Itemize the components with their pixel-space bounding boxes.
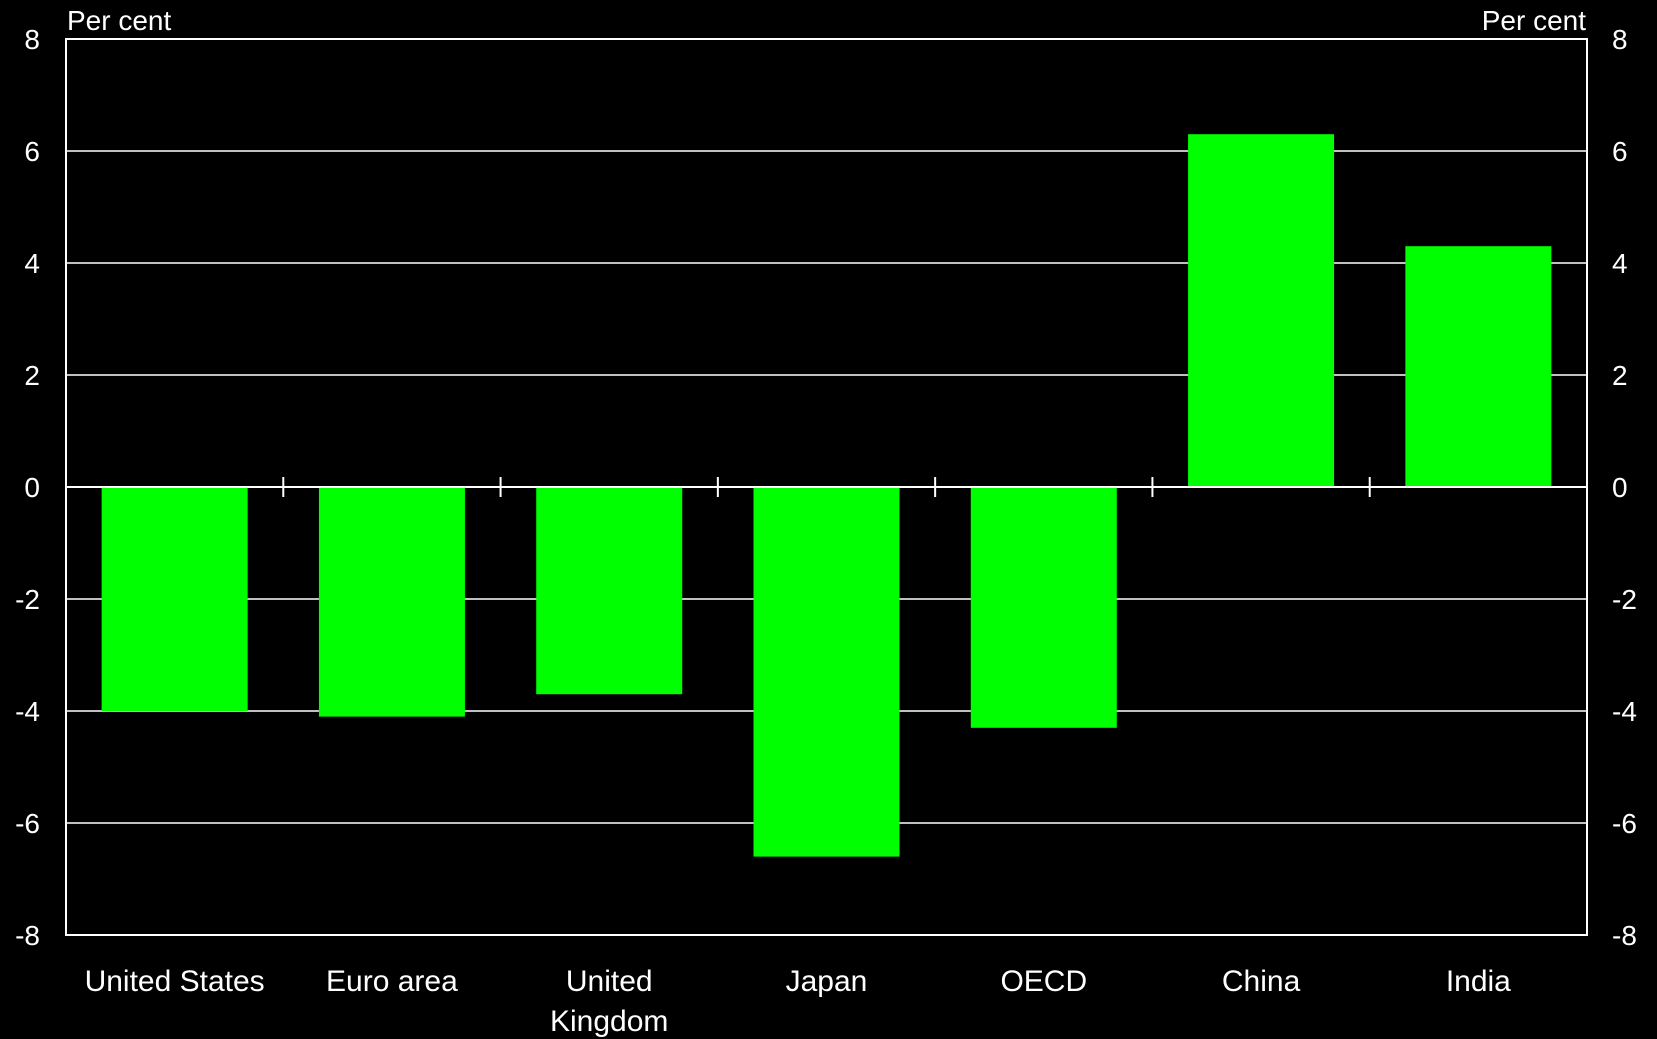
axes — [65, 38, 1588, 936]
y-tick-label-right: -8 — [1612, 920, 1637, 951]
y-axis-unit-left: Per cent — [67, 5, 171, 36]
x-category-label: India — [1446, 965, 1511, 998]
x-category-label: United Kingdom — [550, 965, 668, 1038]
bars — [101, 134, 1552, 857]
x-category-label-line: United — [566, 965, 653, 998]
x-axis-ticks — [282, 477, 1371, 497]
y-tick-label-left: 2 — [24, 360, 40, 391]
bar — [753, 487, 900, 857]
x-category-label-line: Japan — [786, 965, 868, 998]
y-tick-label-right: 2 — [1612, 360, 1628, 391]
x-category-label-line: Kingdom — [550, 1005, 668, 1038]
y-tick-label-left: -6 — [15, 808, 40, 839]
x-category-label-line: China — [1222, 965, 1301, 998]
y-tick-label-right: -4 — [1612, 696, 1637, 727]
y-tick-label-left: 4 — [24, 248, 40, 279]
y-tick-label-right: 6 — [1612, 136, 1628, 167]
bar — [1405, 246, 1552, 487]
x-category-label-line: India — [1446, 965, 1511, 998]
bar — [970, 487, 1117, 728]
y-tick-label-left: -4 — [15, 696, 40, 727]
x-category-label-line: United States — [85, 965, 265, 998]
y-tick-label-left: -8 — [15, 920, 40, 951]
bar — [536, 487, 683, 695]
x-category-label-line: OECD — [1000, 965, 1087, 998]
y-tick-label-right: 4 — [1612, 248, 1628, 279]
y-axis-unit-right: Per cent — [1482, 5, 1586, 36]
x-category-label: United States — [85, 965, 265, 998]
x-category-label: China — [1222, 965, 1301, 998]
x-category-label: Japan — [786, 965, 868, 998]
y-axis-tick-labels: 8 8 6 6 4 4 2 2 0 0 -2 -2 -4 -4 -6 -6 -8 -8 — [15, 24, 1637, 951]
y-tick-label-right: -6 — [1612, 808, 1637, 839]
bar — [1188, 134, 1335, 487]
y-tick-label-left: 8 — [24, 24, 40, 55]
x-category-label: OECD — [1000, 965, 1087, 998]
y-tick-label-left: 6 — [24, 136, 40, 167]
y-tick-label-right: 0 — [1612, 472, 1628, 503]
x-axis-category-labels: United States Euro area United Kingdom Japan… — [85, 965, 1512, 1038]
y-tick-label-left: -2 — [15, 584, 40, 615]
x-category-label-line: Euro area — [326, 965, 458, 998]
x-category-label: Euro area — [326, 965, 458, 998]
bar — [318, 487, 465, 717]
y-tick-label-left: 0 — [24, 472, 40, 503]
y-tick-label-right: -2 — [1612, 584, 1637, 615]
y-tick-label-right: 8 — [1612, 24, 1628, 55]
bar — [101, 487, 248, 711]
